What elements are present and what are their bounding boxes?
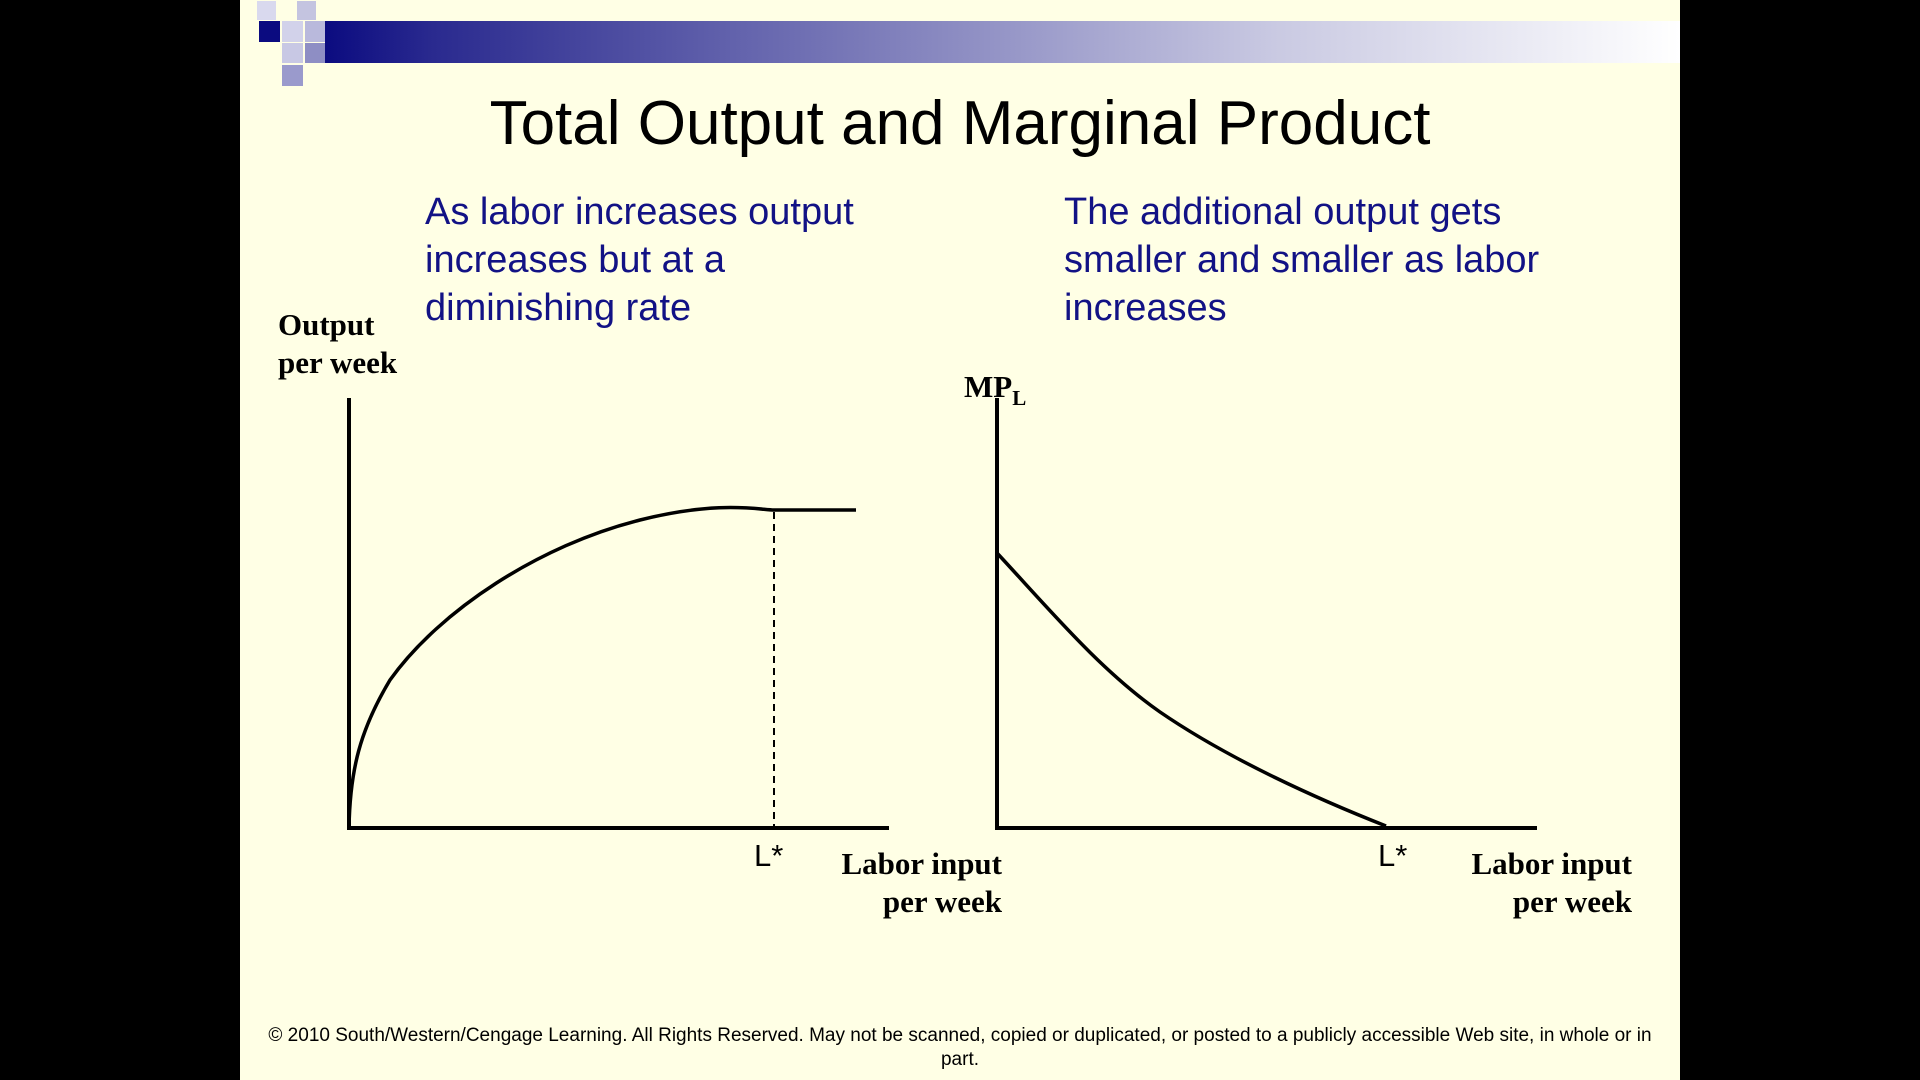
slide-title: Total Output and Marginal Product bbox=[489, 89, 1431, 158]
decor-square bbox=[282, 43, 303, 63]
mp-label: MP bbox=[964, 369, 1013, 404]
right-x-axis-label: Labor input per week bbox=[1471, 846, 1632, 919]
decor-square bbox=[259, 21, 280, 42]
decor-square bbox=[282, 65, 303, 86]
decor-square bbox=[297, 1, 316, 20]
decor-square bbox=[305, 21, 325, 42]
decor-square bbox=[257, 1, 276, 20]
diagram bbox=[347, 398, 1537, 830]
decor-square bbox=[305, 43, 325, 63]
copyright-footer: © 2010 South/Western/Cengage Learning. A… bbox=[268, 1025, 1652, 1070]
left-x-axis-label: Labor input per week bbox=[841, 846, 1002, 919]
total-output-curve bbox=[347, 505, 856, 829]
left-caption: As labor increases output increases but … bbox=[425, 191, 854, 329]
right-caption: The additional output gets smaller and s… bbox=[1064, 191, 1540, 329]
decor-square bbox=[282, 21, 303, 42]
mp-subscript: L bbox=[1012, 386, 1027, 410]
right-l-star-label: L* bbox=[1378, 838, 1408, 873]
left-l-star-label: L* bbox=[754, 838, 784, 873]
slide: Total Output and Marginal Product As lab… bbox=[240, 0, 1680, 1080]
right-y-axis-label: MPL bbox=[964, 330, 1026, 417]
marginal-product-curve bbox=[995, 551, 1387, 828]
left-y-axis-label: Output per week bbox=[278, 307, 398, 380]
header-gradient-bar bbox=[325, 21, 1680, 63]
